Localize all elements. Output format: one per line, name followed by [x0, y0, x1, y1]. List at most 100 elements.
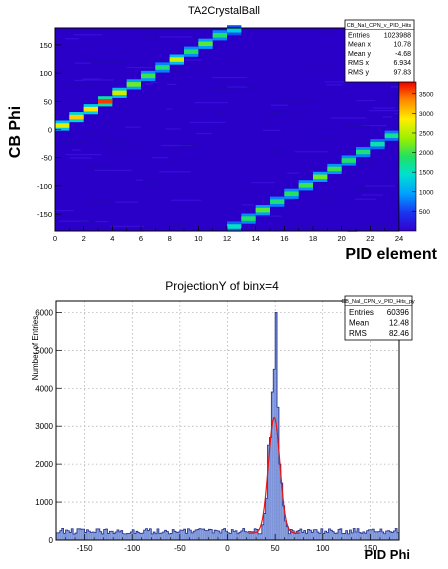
- histogram-bin: [219, 532, 222, 540]
- histogram-bin: [303, 530, 306, 540]
- top-y-tick-label: 50: [44, 97, 52, 106]
- histogram-bin: [174, 531, 177, 540]
- background-streak: [275, 217, 282, 220]
- histogram-bin: [153, 532, 156, 540]
- background-streak: [58, 220, 89, 222]
- histogram-bin: [193, 531, 196, 540]
- histogram-bin: [397, 532, 399, 540]
- background-streak: [251, 182, 275, 184]
- background-streak: [144, 36, 158, 38]
- histogram-bin: [385, 530, 388, 540]
- histogram-bin: [358, 532, 361, 540]
- histogram-bin: [278, 464, 281, 540]
- histogram-bin: [191, 532, 194, 540]
- histogram-bin: [206, 530, 209, 540]
- histogram-bin: [103, 529, 106, 540]
- histogram-bin: [177, 532, 180, 540]
- histogram-bin: [63, 533, 66, 540]
- colorbar-tick-label: 1000: [419, 189, 434, 196]
- background-streak: [136, 179, 143, 181]
- band-bin: [384, 133, 399, 138]
- background-streak: [227, 86, 248, 88]
- background-streak: [318, 203, 353, 205]
- histogram-bin: [198, 528, 201, 540]
- histogram-bin: [381, 531, 384, 540]
- background-streak: [74, 62, 91, 64]
- bottom-y-axis: 0 1000 2000 3000 4000 5000 6000: [35, 308, 62, 545]
- background-streak: [362, 223, 379, 226]
- bottom-x-tick-label: 50: [271, 544, 280, 553]
- histogram-bin: [166, 531, 169, 540]
- background-streak: [159, 36, 192, 38]
- background-streak: [292, 130, 319, 132]
- background-streak: [269, 111, 283, 114]
- histogram-bin: [389, 531, 392, 540]
- background-streak: [281, 218, 293, 221]
- histogram-bin: [242, 528, 245, 540]
- colorbar-tick-label: 2000: [419, 150, 434, 157]
- bottom-stats-label: Mean: [349, 319, 369, 328]
- histogram-bin: [250, 531, 253, 540]
- band-bin: [55, 123, 70, 128]
- background-streak: [286, 215, 315, 217]
- histogram-bin: [368, 529, 371, 540]
- histogram-bin: [324, 531, 327, 540]
- bottom-stats-label: RMS: [349, 329, 367, 338]
- histogram-bin: [187, 528, 190, 540]
- background-streak: [252, 215, 282, 217]
- top-x-tick-label: 2: [82, 234, 86, 243]
- histogram-bin: [326, 532, 329, 540]
- background-streak: [141, 181, 159, 183]
- histogram-bin: [288, 533, 291, 540]
- histogram-bin: [296, 531, 299, 540]
- histogram-bin: [322, 533, 325, 540]
- background-streak: [361, 194, 383, 196]
- band-bin: [198, 41, 213, 47]
- histogram-bin: [217, 531, 220, 540]
- histogram-bin: [284, 521, 287, 540]
- histogram-bin: [246, 531, 249, 540]
- colorbar-tick-label: 3500: [419, 91, 434, 98]
- top-x-tick-label: 14: [251, 234, 259, 243]
- background-streak: [356, 99, 376, 102]
- band-bin: [313, 174, 328, 180]
- histogram-bin: [269, 437, 272, 540]
- histogram-bin: [364, 533, 367, 540]
- histogram-bin: [349, 529, 352, 540]
- histogram-bin: [181, 530, 184, 540]
- histogram-bin: [82, 529, 85, 540]
- colorbar-tick-label: 500: [419, 209, 430, 216]
- bottom-y-tick-label: 5000: [35, 346, 53, 355]
- background-streak: [262, 129, 281, 131]
- background-streak: [196, 132, 212, 135]
- background-streak: [125, 126, 141, 128]
- histogram-bin: [387, 530, 390, 540]
- histogram-bin: [189, 530, 192, 540]
- histogram-bin: [351, 532, 354, 540]
- background-streak: [180, 144, 200, 146]
- background-streak: [358, 161, 374, 163]
- top-stats-value: -4.68: [395, 51, 411, 58]
- histogram-bin: [179, 530, 182, 540]
- band-bin: [356, 149, 371, 155]
- bottom-y-tick-label: 3000: [35, 422, 53, 431]
- background-streak: [110, 225, 145, 228]
- histogram-bin: [345, 530, 348, 540]
- band-bin: [241, 216, 256, 221]
- bottom-y-axis-label: Number of Entries: [31, 316, 40, 380]
- top-stats-label: RMS x: [348, 60, 370, 67]
- band-bin: [212, 33, 227, 38]
- background-streak: [166, 108, 173, 110]
- band-bin: [169, 57, 184, 62]
- histogram-bin: [149, 528, 152, 540]
- histogram-bin: [362, 531, 365, 540]
- background-streak: [347, 125, 370, 127]
- background-streak: [150, 81, 159, 83]
- bottom-stats-value: 82.46: [389, 329, 410, 338]
- histogram-bin: [101, 533, 104, 540]
- histogram-bin: [225, 531, 228, 540]
- histogram-bin: [379, 529, 382, 540]
- bottom-x-tick-label: -100: [124, 544, 141, 553]
- band-bin: [284, 191, 299, 197]
- histogram-bin: [128, 533, 131, 540]
